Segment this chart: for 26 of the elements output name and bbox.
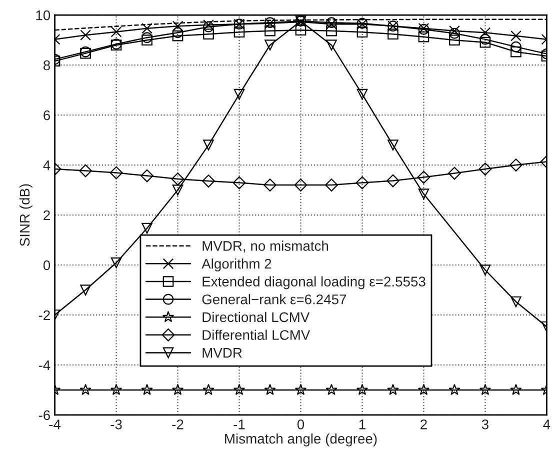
y-tick-label: 2 <box>44 210 50 220</box>
legend-label: Algorithm 2 <box>202 258 272 272</box>
y-tick-label: 4 <box>43 160 50 170</box>
y-axis-title: SINR (dB) <box>19 184 32 246</box>
y-tick-label: -2 <box>38 310 50 320</box>
legend-label: Extended diagonal loading ε=2.5553 <box>202 276 426 290</box>
legend-label: Differential LCMV <box>202 330 310 340</box>
y-tick-label: 8 <box>43 60 50 70</box>
x-tick-label: -2 <box>172 419 184 430</box>
legend-label: MVDR <box>202 348 242 358</box>
legend-label: MVDR, no mismatch <box>202 240 328 253</box>
y-tick-label: -4 <box>38 360 50 370</box>
x-tick-label: 2 <box>420 419 427 430</box>
x-tick-label: -1 <box>234 420 245 430</box>
legend-label: General−rank ε=6.2457 <box>202 294 346 304</box>
y-tick-label: 0 <box>43 260 50 270</box>
x-axis-title: Mismatch angle (degree) <box>225 433 377 446</box>
x-tick-label: 1 <box>359 420 366 430</box>
legend-label: Directional LCMV <box>202 312 310 322</box>
x-tick-label: 3 <box>482 419 488 430</box>
y-tick-label: -6 <box>38 410 50 420</box>
y-tick-label: 10 <box>36 10 50 20</box>
x-tick-label: -3 <box>110 419 122 430</box>
x-tick-label: 0 <box>297 419 304 430</box>
x-tick-label: 4 <box>543 420 550 430</box>
y-tick-label: 6 <box>44 110 50 120</box>
